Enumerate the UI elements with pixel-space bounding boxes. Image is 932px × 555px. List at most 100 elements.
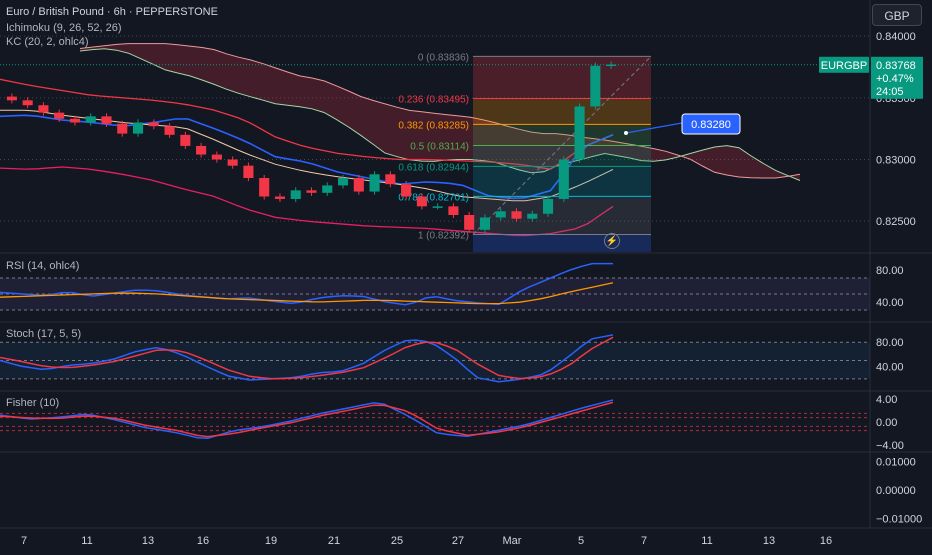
kc-legend[interactable]: KC (20, 2, ohlc4) — [6, 36, 89, 48]
change-percent: +0.47% — [876, 73, 914, 85]
ichimoku-span-b — [79, 43, 801, 179]
price-tick-label: 0.82500 — [876, 216, 916, 228]
fisher-tick-label: 4.00 — [876, 394, 897, 406]
stoch-legend[interactable]: Stoch (17, 5, 5) — [6, 328, 82, 340]
time-axis-label: 11 — [81, 535, 92, 547]
stoch-tick-label: 40.00 — [876, 362, 904, 374]
candle-body — [54, 112, 65, 119]
extra-tick-label: 0.01000 — [876, 457, 916, 469]
time-axis-label: 11 — [701, 535, 712, 547]
candle-body — [38, 105, 49, 113]
projection-point — [624, 130, 628, 135]
candle-body — [164, 126, 175, 135]
fib-level-label: 0.786 (0.82701) — [398, 192, 469, 203]
candle-body — [148, 122, 159, 127]
stoch-d-line — [0, 336, 614, 380]
candle-body — [196, 145, 207, 155]
currency-button[interactable]: GBP — [872, 4, 922, 26]
ichimoku-legend[interactable]: Ichimoku (9, 26, 52, 26) — [6, 22, 122, 34]
time-axis-label: 16 — [820, 535, 832, 547]
candle-body — [85, 116, 96, 123]
last-price-badge — [871, 56, 923, 99]
projection-line — [625, 122, 683, 134]
candle-body — [132, 122, 144, 134]
ticker-tag: EURGBP — [821, 60, 867, 72]
candle-body — [448, 206, 459, 215]
candle-body — [322, 185, 333, 193]
extra-tick-label: 0.00000 — [876, 485, 916, 497]
fisher-legend[interactable]: Fisher (10) — [6, 397, 60, 409]
extra-tick-label: −0.01000 — [876, 513, 922, 525]
candle-body — [574, 106, 585, 160]
stoch-k-line — [0, 334, 614, 383]
target-label-box — [681, 113, 741, 135]
fib-zone — [473, 56, 651, 99]
candle-body — [495, 211, 506, 218]
candle-body — [385, 174, 396, 185]
candle-body — [6, 96, 17, 101]
candle-body — [337, 178, 349, 186]
time-axis-label: Mar — [503, 535, 522, 547]
rsi-line — [0, 262, 613, 306]
time-axis-label: 13 — [763, 535, 775, 547]
ichimoku-span-a — [79, 48, 801, 181]
time-axis-label: 5 — [578, 535, 584, 547]
candle-body — [542, 198, 554, 214]
kc-lower — [0, 166, 614, 237]
candle-body — [117, 123, 128, 134]
candle-body — [558, 159, 569, 199]
time-axis-label: 16 — [197, 535, 209, 547]
candle-body — [306, 190, 317, 193]
candle-body — [243, 165, 254, 178]
target-label: 0.83280 — [691, 119, 731, 131]
price-tick-label: 0.83000 — [876, 155, 916, 167]
symbol-title: Euro / British Pound · 6h · PEPPERSTONE — [6, 6, 218, 18]
fib-zone — [473, 145, 651, 167]
fisher-tick-label: −4.00 — [876, 440, 904, 452]
time-axis-label: 27 — [452, 535, 464, 547]
candle-body — [227, 159, 238, 166]
fisher-trigger-line — [0, 401, 614, 438]
candle-body — [353, 178, 364, 192]
time-axis-label: 21 — [328, 535, 340, 547]
fib-zone — [473, 124, 651, 146]
bar-countdown: 24:05 — [876, 86, 904, 98]
candle-body — [590, 65, 601, 107]
candle-body — [369, 174, 380, 192]
ticker-tag-box — [819, 56, 869, 73]
bolt-icon[interactable]: ⚡ — [604, 233, 620, 249]
last-price-value: 0.83768 — [876, 60, 916, 72]
rsi-legend[interactable]: RSI (14, ohlc4) — [6, 260, 80, 272]
candle-body — [511, 211, 522, 219]
time-axis-label: 13 — [142, 535, 154, 547]
time-axis-label: 7 — [641, 535, 647, 547]
candle-body — [101, 116, 112, 124]
fib-level-label: 0.5 (0.83114) — [410, 141, 469, 152]
time-axis-label: 25 — [391, 535, 403, 547]
time-axis-label: 7 — [21, 535, 27, 547]
candle-body — [606, 64, 617, 67]
fib-level-label: 1 (0.82392) — [418, 230, 469, 241]
candle-body — [211, 154, 222, 160]
fisher-tick-label: 0.00 — [876, 417, 897, 429]
rsi-tick-label: 40.00 — [876, 297, 904, 309]
candle-body — [290, 190, 301, 199]
candle-body — [274, 196, 286, 199]
candle-body — [479, 217, 491, 230]
kc-upper — [0, 78, 614, 170]
candle-body — [464, 215, 475, 230]
fib-level-label: 0.618 (0.82944) — [398, 162, 469, 173]
time-axis-label: 19 — [265, 535, 277, 547]
candle-body — [432, 206, 443, 208]
candle-body — [527, 213, 538, 219]
candle-body — [69, 118, 81, 123]
fib-zone — [473, 98, 651, 125]
stoch-tick-label: 80.00 — [876, 337, 904, 349]
rsi-ma-line — [0, 282, 614, 305]
fib-level-label: 0.382 (0.83285) — [398, 120, 469, 131]
price-tick-label: 0.84000 — [876, 31, 916, 43]
fib-extension-zone — [473, 234, 651, 252]
candle-body — [401, 184, 412, 197]
